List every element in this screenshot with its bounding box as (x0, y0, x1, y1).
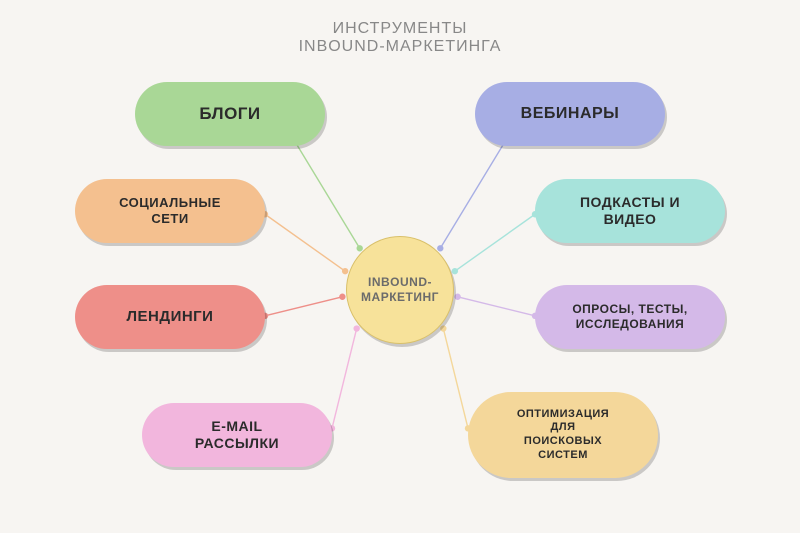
title-line-2: INBOUND-МАРКЕТИНГА (299, 38, 502, 56)
diagram-title: ИНСТРУМЕНТЫ INBOUND-МАРКЕТИНГА (299, 20, 502, 56)
center-node: INBOUND-МАРКЕТИНГ (346, 236, 454, 344)
title-line-1: ИНСТРУМЕНТЫ (299, 20, 502, 38)
node-email: E-MAILРАССЫЛКИ (142, 403, 332, 467)
node-seo: ОПТИМИЗАЦИЯДЛЯПОИСКОВЫХСИСТЕМ (468, 392, 658, 478)
node-landing: ЛЕНДИНГИ (75, 285, 265, 349)
node-surveys: ОПРОСЫ, ТЕСТЫ,ИССЛЕДОВАНИЯ (535, 285, 725, 349)
node-social: СОЦИАЛЬНЫЕСЕТИ (75, 179, 265, 243)
node-webinars: ВЕБИНАРЫ (475, 82, 665, 146)
node-blogs: БЛОГИ (135, 82, 325, 146)
node-podcasts: ПОДКАСТЫ ИВИДЕО (535, 179, 725, 243)
